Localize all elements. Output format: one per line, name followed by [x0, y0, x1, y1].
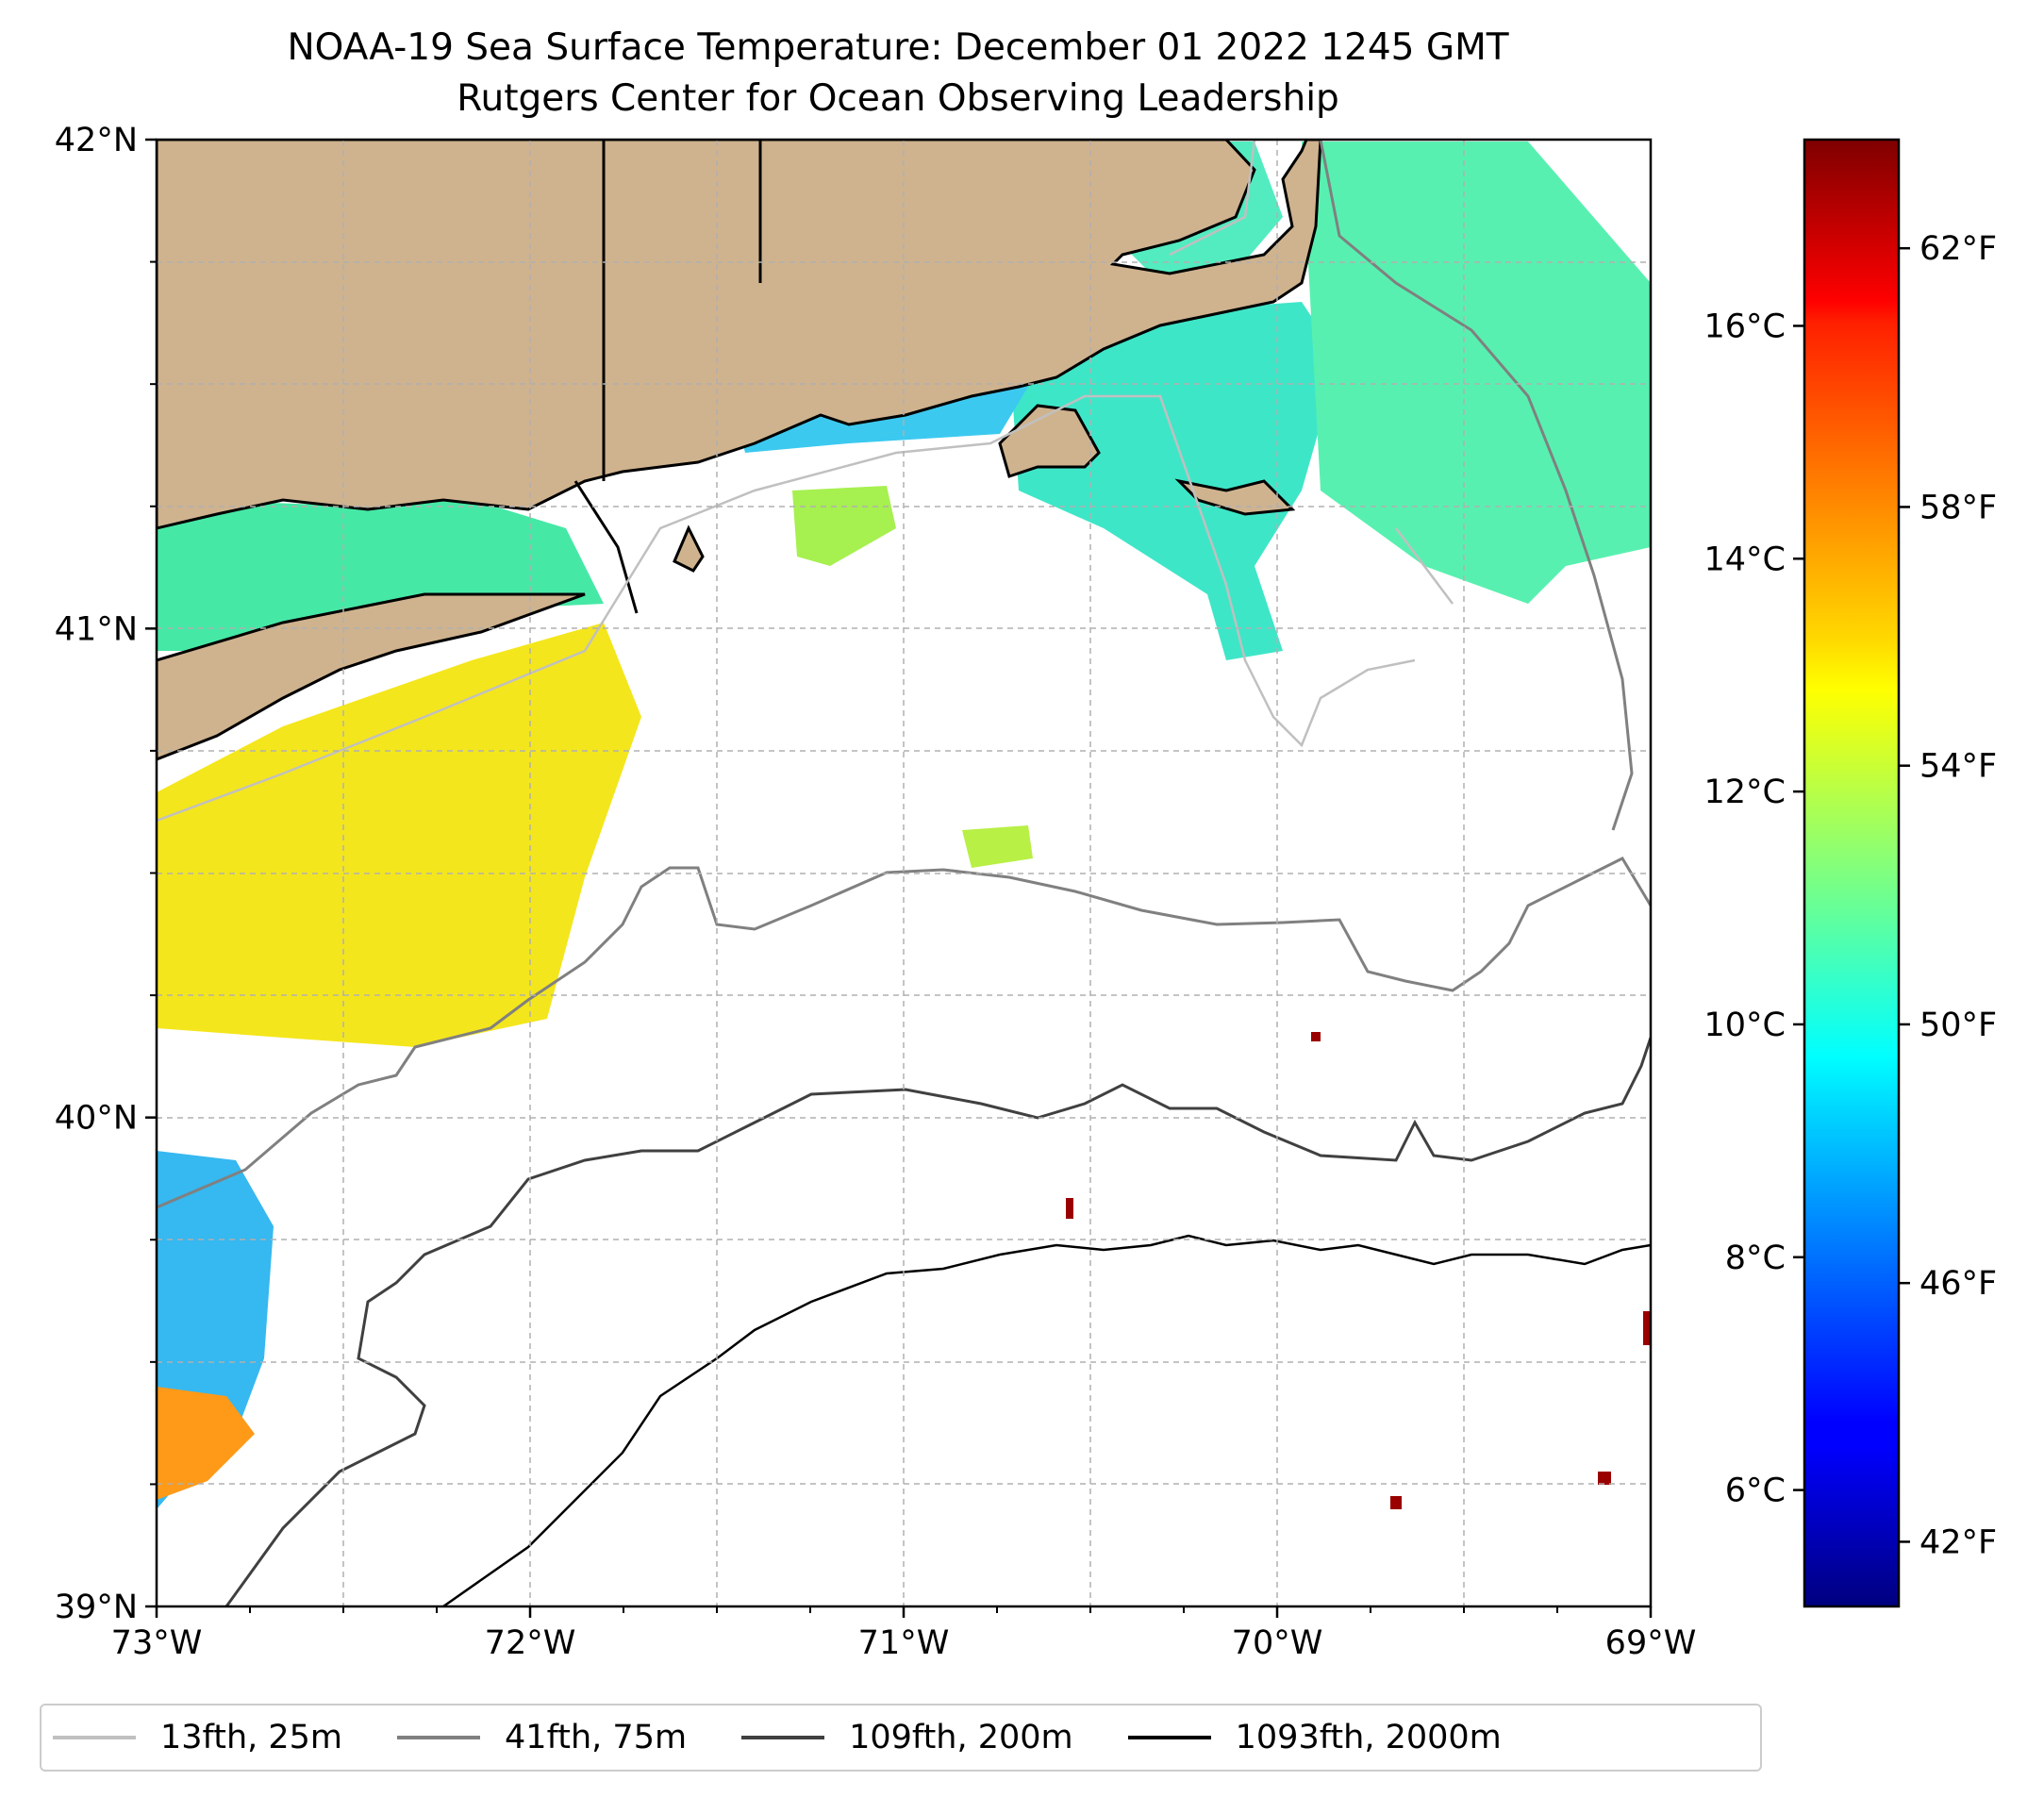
block-island	[673, 524, 705, 573]
legend-swatch	[397, 1736, 481, 1739]
legend-label: 13fth, 25m	[160, 1719, 343, 1756]
sst-patch-offshore-small	[962, 825, 1033, 868]
lon-tick-label: 71°W	[858, 1624, 950, 1662]
celsius-tick-label: 8°C	[1725, 1240, 1786, 1277]
isobath-lines	[157, 140, 1651, 1606]
legend-swatch	[1127, 1736, 1211, 1739]
sst-pixel-hot-5	[1311, 1032, 1321, 1041]
sst-pixel-hot-1	[1066, 1198, 1073, 1219]
sst-patch-gulf-of-maine	[1302, 141, 1651, 604]
gridlines	[157, 140, 1651, 1606]
isobath-200m	[224, 1037, 1651, 1606]
colorbar-fahrenheit-axis: 42°F 46°F 50°F 54°F 58°F 62°F	[1899, 230, 1997, 1561]
lat-tick-label: 41°N	[55, 610, 138, 648]
isobath-75m	[157, 140, 1651, 1209]
isobath-2000m	[442, 1234, 1651, 1606]
state-borders	[573, 140, 762, 614]
celsius-tick-label: 12°C	[1704, 774, 1786, 811]
sst-patch-nantucket-sound	[1009, 302, 1339, 660]
celsius-tick-label: 10°C	[1704, 1007, 1786, 1044]
celsius-tick-label: 14°C	[1704, 541, 1786, 578]
legend-item-25m: 13fth, 25m	[53, 1719, 342, 1756]
lat-tick-label: 39°N	[55, 1589, 138, 1626]
colorbar-gradient	[1803, 138, 1901, 1608]
lon-tick-label: 72°W	[485, 1624, 576, 1662]
sst-patch-long-island-sound	[157, 491, 604, 651]
lon-tick-label: 70°W	[1232, 1624, 1323, 1662]
legend-item-2000m: 1093fth, 2000m	[1127, 1719, 1502, 1756]
fahrenheit-tick-label: 50°F	[1919, 1007, 1997, 1044]
fahrenheit-tick-label: 62°F	[1919, 230, 1997, 268]
nantucket	[1174, 478, 1296, 516]
sst-pixel-hot-3	[1598, 1472, 1611, 1485]
sst-patch-ny-bight	[157, 623, 641, 1047]
longitude-axis: 73°W 72°W 71°W 70°W 69°W	[111, 1606, 1697, 1662]
celsius-tick-label: 16°C	[1704, 308, 1786, 345]
celsius-tick-label: 6°C	[1725, 1473, 1786, 1510]
sst-patch-block-island	[792, 486, 896, 566]
latitude-axis: 39°N 40°N 41°N 42°N	[55, 122, 157, 1626]
isobath-legend: 13fth, 25m 41fth, 75m 109fth, 200m 1093f…	[40, 1704, 1762, 1772]
sst-pixel-hot-4	[1643, 1311, 1651, 1345]
lon-tick-label: 73°W	[111, 1624, 203, 1662]
legend-swatch	[741, 1736, 825, 1739]
legend-label: 41fth, 75m	[505, 1719, 688, 1756]
map-title: NOAA-19 Sea Surface Temperature: Decembe…	[287, 26, 1509, 69]
fahrenheit-tick-label: 58°F	[1919, 489, 1997, 526]
land-layer	[157, 140, 1322, 761]
fahrenheit-tick-label: 46°F	[1919, 1265, 1997, 1303]
colorbar: 6°C 8°C 10°C 12°C 14°C 16°C 42°F 46°F 50°F 54°F 5…	[1704, 138, 1997, 1608]
fahrenheit-tick-label: 54°F	[1919, 748, 1997, 786]
colorbar-celsius-axis: 6°C 8°C 10°C 12°C 14°C 16°C	[1704, 308, 1804, 1510]
long-island	[157, 592, 586, 761]
legend-label: 1093fth, 2000m	[1235, 1719, 1502, 1756]
fahrenheit-tick-label: 42°F	[1919, 1523, 1997, 1561]
sst-patch-nj-warm	[157, 1387, 255, 1500]
legend-item-200m: 109fth, 200m	[741, 1719, 1073, 1756]
map-subtitle: Rutgers Center for Ocean Observing Leade…	[457, 77, 1339, 120]
isobath-25m	[157, 140, 1454, 823]
lat-tick-label: 40°N	[55, 1100, 138, 1138]
marthas-vineyard	[998, 404, 1101, 478]
lat-tick-label: 42°N	[55, 122, 138, 159]
lon-tick-label: 69°W	[1605, 1624, 1697, 1662]
sst-pixel-hot-2	[1390, 1496, 1402, 1509]
legend-item-75m: 41fth, 75m	[397, 1719, 687, 1756]
legend-swatch	[53, 1736, 136, 1739]
legend-label: 109fth, 200m	[849, 1719, 1073, 1756]
